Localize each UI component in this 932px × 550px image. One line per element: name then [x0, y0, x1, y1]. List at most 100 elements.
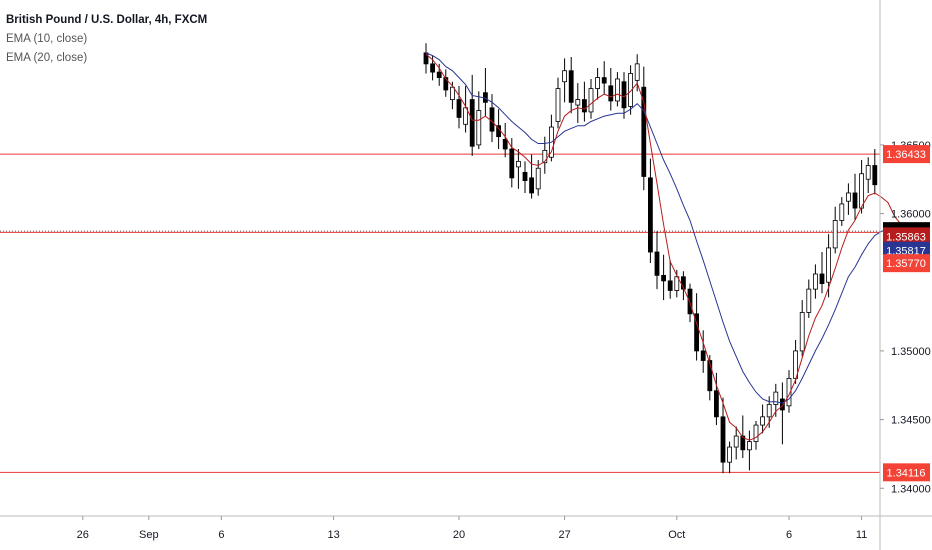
candle[interactable]: [522, 161, 528, 193]
price-label-level: 1.36433: [883, 145, 930, 164]
candle-body-up: [542, 149, 548, 164]
candle[interactable]: [608, 67, 614, 111]
symbol-title[interactable]: British Pound / U.S. Dollar, 4h, FXCM: [6, 14, 208, 26]
time-tick-label: Oct: [668, 529, 685, 541]
candle[interactable]: [436, 63, 442, 86]
candle[interactable]: [780, 382, 785, 445]
candle[interactable]: [595, 67, 600, 100]
candle[interactable]: [733, 426, 739, 460]
candle[interactable]: [601, 61, 607, 95]
time-tick-label: 26: [77, 529, 89, 541]
candles[interactable]: [423, 43, 878, 474]
candle[interactable]: [568, 56, 574, 114]
price-tick-label: 1.35000: [891, 346, 931, 358]
candle[interactable]: [463, 85, 469, 133]
time-tick-label: 6: [218, 529, 224, 541]
candle[interactable]: [555, 77, 561, 129]
candle-body-down: [608, 85, 614, 102]
candle-body-up: [615, 78, 620, 102]
candle[interactable]: [859, 160, 864, 214]
horizontal-levels: [0, 153, 880, 473]
candle[interactable]: [482, 67, 488, 117]
candle-body-down: [529, 177, 534, 194]
candle-body-up: [773, 391, 779, 405]
candle[interactable]: [799, 300, 805, 357]
candle[interactable]: [714, 372, 719, 426]
price-tick-label: 1.34000: [891, 483, 931, 495]
candle[interactable]: [562, 58, 567, 103]
candle[interactable]: [839, 197, 845, 226]
price-label-bg: [883, 227, 930, 246]
candle[interactable]: [747, 430, 752, 471]
candle[interactable]: [674, 269, 680, 298]
candle[interactable]: [502, 122, 508, 158]
candle-body-down: [522, 171, 528, 182]
price-label-bg: [883, 254, 930, 273]
candle-body-up: [535, 167, 541, 190]
candle-body-down: [819, 273, 825, 285]
candle[interactable]: [806, 279, 812, 318]
ema10-line: [425, 53, 928, 441]
candle[interactable]: [423, 43, 429, 74]
candle-body-down: [780, 398, 785, 411]
price-label-text: 1.35770: [886, 258, 926, 270]
candle[interactable]: [615, 72, 620, 107]
candle-body-down: [648, 177, 653, 253]
candle[interactable]: [588, 78, 594, 119]
candle[interactable]: [872, 149, 878, 195]
candle-body-down: [568, 70, 574, 103]
candle[interactable]: [694, 293, 699, 361]
candle[interactable]: [700, 330, 706, 373]
candle[interactable]: [582, 81, 587, 122]
candle-body-down: [502, 139, 508, 150]
candle[interactable]: [575, 83, 581, 123]
candle-body-up: [786, 377, 792, 407]
candle-body-down: [700, 350, 706, 361]
candle[interactable]: [443, 69, 449, 97]
candle[interactable]: [667, 260, 673, 299]
candle[interactable]: [654, 231, 660, 290]
candle-body-up: [595, 77, 600, 89]
candle-body-up: [799, 312, 805, 352]
candle[interactable]: [813, 264, 818, 299]
candle[interactable]: [852, 173, 858, 221]
candle[interactable]: [529, 154, 534, 199]
candle[interactable]: [753, 420, 759, 450]
candle[interactable]: [793, 339, 798, 384]
candle[interactable]: [648, 158, 653, 264]
ema-lines: [425, 52, 928, 441]
candle-body-up: [865, 165, 871, 180]
candle-body-up: [766, 404, 772, 418]
candle[interactable]: [819, 252, 825, 294]
candle[interactable]: [641, 66, 647, 191]
ema20-legend[interactable]: EMA (20, close): [6, 52, 88, 64]
price-label-text: 1.35863: [886, 231, 926, 243]
candle[interactable]: [720, 397, 726, 474]
candle-body-up: [555, 88, 561, 122]
ema10-legend[interactable]: EMA (10, close): [6, 33, 88, 45]
candle[interactable]: [727, 441, 732, 474]
candle[interactable]: [832, 206, 838, 254]
candle[interactable]: [509, 138, 515, 188]
candle[interactable]: [469, 74, 475, 156]
candle-body-down: [740, 435, 746, 451]
candle[interactable]: [846, 183, 851, 215]
candle[interactable]: [628, 65, 633, 115]
candle[interactable]: [661, 254, 666, 301]
candle-body-down: [667, 280, 673, 291]
candle[interactable]: [865, 157, 871, 193]
candle[interactable]: [456, 85, 462, 129]
candle[interactable]: [760, 404, 765, 434]
candle[interactable]: [786, 370, 792, 413]
candle-body-up: [760, 416, 765, 426]
candle[interactable]: [516, 149, 521, 189]
candle-body-down: [654, 251, 660, 276]
candle-body-up: [839, 203, 845, 221]
candle-body-up: [832, 220, 838, 249]
candle-body-down: [436, 71, 442, 78]
candle[interactable]: [542, 136, 548, 174]
candle[interactable]: [634, 54, 640, 92]
